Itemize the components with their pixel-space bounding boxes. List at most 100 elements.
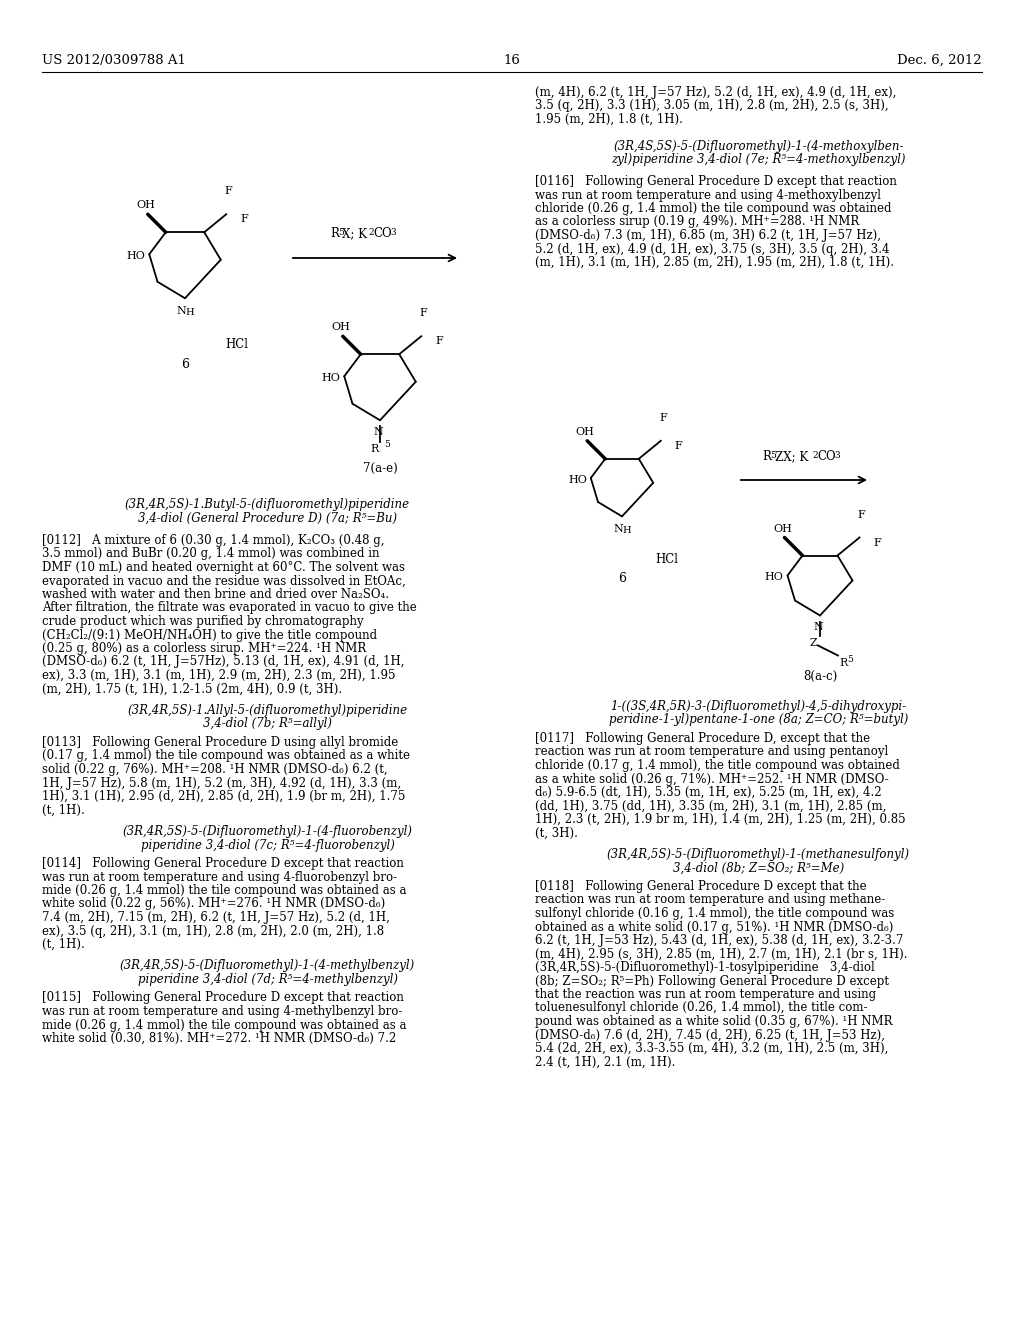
Text: Z: Z <box>809 638 817 648</box>
Text: reaction was run at room temperature and using methane-: reaction was run at room temperature and… <box>535 894 886 907</box>
Text: 8(a-c): 8(a-c) <box>803 671 838 682</box>
Text: N: N <box>176 306 186 317</box>
Text: 5.2 (d, 1H, ex), 4.9 (d, 1H, ex), 3.75 (s, 3H), 3.5 (q, 2H), 3.4: 5.2 (d, 1H, ex), 4.9 (d, 1H, ex), 3.75 (… <box>535 243 890 256</box>
Text: 3,4-diol (7b; R⁵=allyl): 3,4-diol (7b; R⁵=allyl) <box>203 718 332 730</box>
Text: reaction was run at room temperature and using pentanoyl: reaction was run at room temperature and… <box>535 746 888 759</box>
Text: 7.4 (m, 2H), 7.15 (m, 2H), 6.2 (t, 1H, J=57 Hz), 5.2 (d, 1H,: 7.4 (m, 2H), 7.15 (m, 2H), 6.2 (t, 1H, J… <box>42 911 390 924</box>
Text: X; K: X; K <box>342 227 367 240</box>
Text: 1H), 3.1 (1H), 2.95 (d, 2H), 2.85 (d, 2H), 1.9 (br m, 2H), 1.75: 1H), 3.1 (1H), 2.95 (d, 2H), 2.85 (d, 2H… <box>42 789 406 803</box>
Text: [0115]   Following General Procedure D except that reaction: [0115] Following General Procedure D exc… <box>42 991 403 1005</box>
Text: chloride (0.26 g, 1.4 mmol) the tile compound was obtained: chloride (0.26 g, 1.4 mmol) the tile com… <box>535 202 892 215</box>
Text: that the reaction was run at room temperature and using: that the reaction was run at room temper… <box>535 987 877 1001</box>
Text: 2: 2 <box>368 228 374 238</box>
Text: piperidine 3,4-diol (7d; R⁵=4-methylbenzyl): piperidine 3,4-diol (7d; R⁵=4-methylbenz… <box>137 973 397 986</box>
Text: 5: 5 <box>847 655 853 664</box>
Text: white solid (0.30, 81%). MH⁺=272. ¹H NMR (DMSO-d₆) 7.2: white solid (0.30, 81%). MH⁺=272. ¹H NMR… <box>42 1032 396 1045</box>
Text: 2: 2 <box>812 451 817 459</box>
Text: mide (0.26 g, 1.4 mmol) the tile compound was obtained as a: mide (0.26 g, 1.4 mmol) the tile compoun… <box>42 884 407 898</box>
Text: (3R,4R,5S)-5-(Difluoromethyl)-1-(methanesulfonyl): (3R,4R,5S)-5-(Difluoromethyl)-1-(methane… <box>607 847 910 861</box>
Text: ex), 3.5 (q, 2H), 3.1 (m, 1H), 2.8 (m, 2H), 2.0 (m, 2H), 1.8: ex), 3.5 (q, 2H), 3.1 (m, 1H), 2.8 (m, 2… <box>42 924 384 937</box>
Text: OH: OH <box>332 322 350 333</box>
Text: 1-((3S,4R,5R)-3-(Difluoromethyl)-4,5-dihydroxypi-: 1-((3S,4R,5R)-3-(Difluoromethyl)-4,5-dih… <box>610 700 906 713</box>
Text: [0117]   Following General Procedure D, except that the: [0117] Following General Procedure D, ex… <box>535 733 870 744</box>
Text: F: F <box>658 413 667 422</box>
Text: 6.2 (t, 1H, J=53 Hz), 5.43 (d, 1H, ex), 5.38 (d, 1H, ex), 3.2-3.7: 6.2 (t, 1H, J=53 Hz), 5.43 (d, 1H, ex), … <box>535 935 903 946</box>
Text: ex), 3.3 (m, 1H), 3.1 (m, 1H), 2.9 (m, 2H), 2.3 (m, 2H), 1.95: ex), 3.3 (m, 1H), 3.1 (m, 1H), 2.9 (m, 2… <box>42 669 395 682</box>
Text: [0112]   A mixture of 6 (0.30 g, 1.4 mmol), K₂CO₃ (0.48 g,: [0112] A mixture of 6 (0.30 g, 1.4 mmol)… <box>42 535 384 546</box>
Text: N: N <box>613 524 623 535</box>
Text: (m, 4H), 6.2 (t, 1H, J=57 Hz), 5.2 (d, 1H, ex), 4.9 (d, 1H, ex),: (m, 4H), 6.2 (t, 1H, J=57 Hz), 5.2 (d, 1… <box>535 86 896 99</box>
Text: OH: OH <box>136 201 156 210</box>
Text: [0116]   Following General Procedure D except that reaction: [0116] Following General Procedure D exc… <box>535 176 897 187</box>
Text: (3R,4R,5S)-1.Butyl-5-(difluoromethyl)piperidine: (3R,4R,5S)-1.Butyl-5-(difluoromethyl)pip… <box>125 498 410 511</box>
Text: was run at room temperature and using 4-methoxylbenzyl: was run at room temperature and using 4-… <box>535 189 881 202</box>
Text: (3R,4S,5S)-5-(Difluoromethyl)-1-(4-methoxylben-: (3R,4S,5S)-5-(Difluoromethyl)-1-(4-metho… <box>613 140 904 153</box>
Text: obtained as a white solid (0.17 g, 51%). ¹H NMR (DMSO-d₆): obtained as a white solid (0.17 g, 51%).… <box>535 920 893 933</box>
Text: (3R,4R,5S)-5-(Difluoromethyl)-1-(4-methylbenzyl): (3R,4R,5S)-5-(Difluoromethyl)-1-(4-methy… <box>120 960 415 973</box>
Text: N: N <box>813 623 823 632</box>
Text: (3R,4R,5S)-5-(Difluoromethyl)-1-tosylpiperidine   3,4-diol: (3R,4R,5S)-5-(Difluoromethyl)-1-tosylpip… <box>535 961 874 974</box>
Text: [0118]   Following General Procedure D except that the: [0118] Following General Procedure D exc… <box>535 880 866 894</box>
Text: 3,4-diol (8b; Z=SO₂; R⁵=Me): 3,4-diol (8b; Z=SO₂; R⁵=Me) <box>673 862 844 874</box>
Text: d₆) 5.9-6.5 (dt, 1H), 5.35 (m, 1H, ex), 5.25 (m, 1H, ex), 4.2: d₆) 5.9-6.5 (dt, 1H), 5.35 (m, 1H, ex), … <box>535 785 882 799</box>
Text: F: F <box>435 337 443 346</box>
Text: 3: 3 <box>390 228 395 238</box>
Text: evaporated in vacuo and the residue was dissolved in EtOAc,: evaporated in vacuo and the residue was … <box>42 574 406 587</box>
Text: white solid (0.22 g, 56%). MH⁺=276. ¹H NMR (DMSO-d₆): white solid (0.22 g, 56%). MH⁺=276. ¹H N… <box>42 898 385 911</box>
Text: (DMSO-d₆) 6.2 (t, 1H, J=57Hz), 5.13 (d, 1H, ex), 4.91 (d, 1H,: (DMSO-d₆) 6.2 (t, 1H, J=57Hz), 5.13 (d, … <box>42 656 404 668</box>
Text: R: R <box>371 445 379 454</box>
Text: HO: HO <box>765 573 783 582</box>
Text: [0113]   Following General Procedure D using allyl bromide: [0113] Following General Procedure D usi… <box>42 737 398 748</box>
Text: 7(a-e): 7(a-e) <box>362 462 397 475</box>
Text: (3R,4R,5S)-1.Allyl-5-(difluoromethyl)piperidine: (3R,4R,5S)-1.Allyl-5-(difluoromethyl)pip… <box>127 704 408 717</box>
Text: OH: OH <box>575 426 595 437</box>
Text: (0.25 g, 80%) as a colorless sirup. MH⁺=224. ¹H NMR: (0.25 g, 80%) as a colorless sirup. MH⁺=… <box>42 642 367 655</box>
Text: HO: HO <box>126 251 145 261</box>
Text: CO: CO <box>817 450 836 463</box>
Text: 3.5 mmol) and BuBr (0.20 g, 1.4 mmol) was combined in: 3.5 mmol) and BuBr (0.20 g, 1.4 mmol) wa… <box>42 548 380 561</box>
Text: HO: HO <box>322 374 340 383</box>
Text: 3,4-diol (General Procedure D) (7a; R⁵=Bu): 3,4-diol (General Procedure D) (7a; R⁵=B… <box>138 511 397 524</box>
Text: After filtration, the filtrate was evaporated in vacuo to give the: After filtration, the filtrate was evapo… <box>42 602 417 615</box>
Text: as a colorless sirup (0.19 g, 49%). MH⁺=288. ¹H NMR: as a colorless sirup (0.19 g, 49%). MH⁺=… <box>535 215 859 228</box>
Text: N: N <box>373 428 383 437</box>
Text: was run at room temperature and using 4-methylbenzyl bro-: was run at room temperature and using 4-… <box>42 1005 402 1018</box>
Text: (3R,4R,5S)-5-(Difluoromethyl)-1-(4-fluorobenzyl): (3R,4R,5S)-5-(Difluoromethyl)-1-(4-fluor… <box>123 825 413 838</box>
Text: piperidine 3,4-diol (7c; R⁵=4-fluorobenzyl): piperidine 3,4-diol (7c; R⁵=4-fluorobenz… <box>140 838 394 851</box>
Text: crude product which was purified by chromatography: crude product which was purified by chro… <box>42 615 364 628</box>
Text: (0.17 g, 1.4 mmol) the tile compound was obtained as a white: (0.17 g, 1.4 mmol) the tile compound was… <box>42 750 410 763</box>
Text: 3: 3 <box>834 451 840 459</box>
Text: US 2012/0309788 A1: US 2012/0309788 A1 <box>42 54 186 67</box>
Text: F: F <box>241 214 248 224</box>
Text: (t, 1H).: (t, 1H). <box>42 804 85 817</box>
Text: 5: 5 <box>384 441 390 449</box>
Text: [0114]   Following General Procedure D except that reaction: [0114] Following General Procedure D exc… <box>42 857 403 870</box>
Text: HCl: HCl <box>225 338 248 351</box>
Text: 6: 6 <box>181 358 189 371</box>
Text: 5: 5 <box>770 451 776 459</box>
Text: HCl: HCl <box>655 553 678 566</box>
Text: (dd, 1H), 3.75 (dd, 1H), 3.35 (m, 2H), 3.1 (m, 1H), 2.85 (m,: (dd, 1H), 3.75 (dd, 1H), 3.35 (m, 2H), 3… <box>535 800 887 813</box>
Text: chloride (0.17 g, 1.4 mmol), the title compound was obtained: chloride (0.17 g, 1.4 mmol), the title c… <box>535 759 900 772</box>
Text: washed with water and then brine and dried over Na₂SO₄.: washed with water and then brine and dri… <box>42 587 389 601</box>
Text: (m, 4H), 2.95 (s, 3H), 2.85 (m, 1H), 2.7 (m, 1H), 2.1 (br s, 1H).: (m, 4H), 2.95 (s, 3H), 2.85 (m, 1H), 2.7… <box>535 948 907 961</box>
Text: (t, 1H).: (t, 1H). <box>42 939 85 950</box>
Text: sulfonyl chloride (0.16 g, 1.4 mmol), the title compound was: sulfonyl chloride (0.16 g, 1.4 mmol), th… <box>535 907 894 920</box>
Text: pound was obtained as a white solid (0.35 g, 67%). ¹H NMR: pound was obtained as a white solid (0.3… <box>535 1015 893 1028</box>
Text: DMF (10 mL) and heated overnight at 60°C. The solvent was: DMF (10 mL) and heated overnight at 60°C… <box>42 561 406 574</box>
Text: 6: 6 <box>618 572 626 585</box>
Text: CO: CO <box>373 227 391 240</box>
Text: 1.95 (m, 2H), 1.8 (t, 1H).: 1.95 (m, 2H), 1.8 (t, 1H). <box>535 114 683 125</box>
Text: toluenesulfonyl chloride (0.26, 1.4 mmol), the title com-: toluenesulfonyl chloride (0.26, 1.4 mmol… <box>535 1002 867 1015</box>
Text: was run at room temperature and using 4-fluorobenzyl bro-: was run at room temperature and using 4-… <box>42 870 397 883</box>
Text: 1H), 2.3 (t, 2H), 1.9 br m, 1H), 1.4 (m, 2H), 1.25 (m, 2H), 0.85: 1H), 2.3 (t, 2H), 1.9 br m, 1H), 1.4 (m,… <box>535 813 905 826</box>
Text: ZX; K: ZX; K <box>775 450 808 463</box>
Text: (t, 3H).: (t, 3H). <box>535 826 578 840</box>
Text: solid (0.22 g, 76%). MH⁺=208. ¹H NMR (DMSO-d₆) 6.2 (t,: solid (0.22 g, 76%). MH⁺=208. ¹H NMR (DM… <box>42 763 388 776</box>
Text: (CH₂Cl₂/(9:1) MeOH/NH₄OH) to give the title compound: (CH₂Cl₂/(9:1) MeOH/NH₄OH) to give the ti… <box>42 628 377 642</box>
Text: F: F <box>224 186 232 197</box>
Text: 16: 16 <box>504 54 520 67</box>
Text: mide (0.26 g, 1.4 mmol) the tile compound was obtained as a: mide (0.26 g, 1.4 mmol) the tile compoun… <box>42 1019 407 1031</box>
Text: R: R <box>839 657 847 668</box>
Text: 5.4 (2d, 2H, ex), 3.3-3.55 (m, 4H), 3.2 (m, 1H), 2.5 (m, 3H),: 5.4 (2d, 2H, ex), 3.3-3.55 (m, 4H), 3.2 … <box>535 1041 889 1055</box>
